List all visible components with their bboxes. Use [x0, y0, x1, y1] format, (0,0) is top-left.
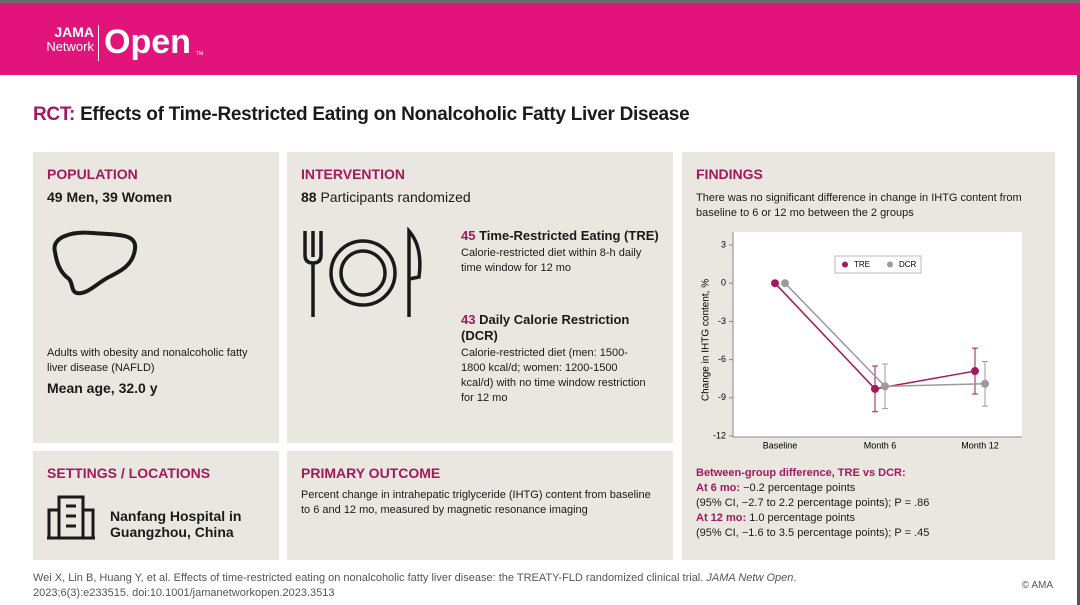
header: JAMA Network Open TM — [0, 0, 1080, 75]
citation-authors: Wei X, Lin B, Huang Y, et al. Effects of… — [33, 572, 707, 584]
count-text: Participants randomized — [320, 189, 471, 205]
title: RCT: Effects of Time-Restricted Eating o… — [33, 104, 690, 126]
arm-name: Daily Calorie Restriction (DCR) — [461, 312, 630, 343]
result-label: At 12 mo: — [696, 512, 747, 524]
difference-heading: Between-group difference, TRE vs DCR: — [696, 467, 906, 479]
heading: POPULATION — [47, 166, 138, 182]
logo-top: JAMA — [54, 24, 94, 40]
liver-icon — [52, 230, 138, 296]
result-label: At 6 mo: — [696, 482, 740, 494]
summary: There was no significant difference in c… — [696, 192, 1022, 219]
results: Between-group difference, TRE vs DCR: At… — [696, 466, 1046, 541]
logo-brand: Open — [104, 23, 191, 61]
citation: Wei X, Lin B, Huang Y, et al. Effects of… — [33, 571, 813, 601]
logo-divider — [98, 25, 99, 61]
heading: SETTINGS / LOCATIONS — [47, 465, 211, 481]
citation-journal: JAMA Netw Open — [706, 572, 794, 584]
building-icon — [47, 495, 95, 540]
count: 88 — [301, 189, 317, 205]
intervention-panel: INTERVENTION 88 Participants randomized … — [287, 152, 673, 443]
description: Adults with obesity and nonalcoholic fat… — [47, 347, 248, 374]
arm-name: Time-Restricted Eating (TRE) — [479, 228, 659, 243]
result-ci: (95% CI, −2.7 to 2.2 percentage points);… — [696, 497, 930, 509]
outcome-text: Percent change in intrahepatic triglycer… — [301, 489, 651, 516]
title-text: Effects of Time-Restricted Eating on Non… — [80, 104, 690, 125]
heading: INTERVENTION — [301, 166, 405, 182]
utensils-icon — [303, 227, 422, 317]
mean-age: Mean age, 32.0 y — [47, 380, 158, 396]
heading: FINDINGS — [696, 166, 763, 182]
logo: JAMA Network — [30, 25, 94, 54]
arm-n: 45 — [461, 228, 476, 243]
result-estimate: 1.0 percentage points — [749, 512, 855, 524]
arm-description: Calorie-restricted diet within 8-h daily… — [461, 247, 642, 274]
findings-panel: FINDINGS There was no significant differ… — [682, 152, 1055, 560]
outcome-panel: PRIMARY OUTCOME Percent change in intrah… — [287, 451, 673, 560]
arm-1: 43 Daily Calorie Restriction (DCR) Calor… — [461, 312, 651, 406]
arm-description: Calorie-restricted diet (men: 1500-1800 … — [461, 347, 646, 404]
settings-panel: SETTINGS / LOCATIONS Nanfang Hospital in… — [33, 451, 279, 560]
citation-details: . 2023;6(3):e233515. doi:10.1001/jamanet… — [33, 572, 797, 599]
title-prefix: RCT: — [33, 104, 76, 125]
copyright: © AMA — [1021, 580, 1053, 591]
result-ci: (95% CI, −1.6 to 3.5 percentage points);… — [696, 527, 930, 539]
logo-tm: TM — [196, 51, 204, 57]
heading: PRIMARY OUTCOME — [301, 465, 441, 481]
arm-n: 43 — [461, 312, 476, 327]
result-estimate: −0.2 percentage points — [743, 482, 856, 494]
logo-bottom: Network — [46, 39, 94, 54]
population-panel: POPULATION 49 Men, 39 Women Adults with … — [33, 152, 279, 443]
site: Nanfang Hospital in Guangzhou, China — [110, 508, 242, 540]
summary: 49 Men, 39 Women — [47, 189, 173, 205]
arm-0: 45 Time-Restricted Eating (TRE) Calorie-… — [461, 228, 661, 276]
frame-right — [1077, 75, 1080, 605]
